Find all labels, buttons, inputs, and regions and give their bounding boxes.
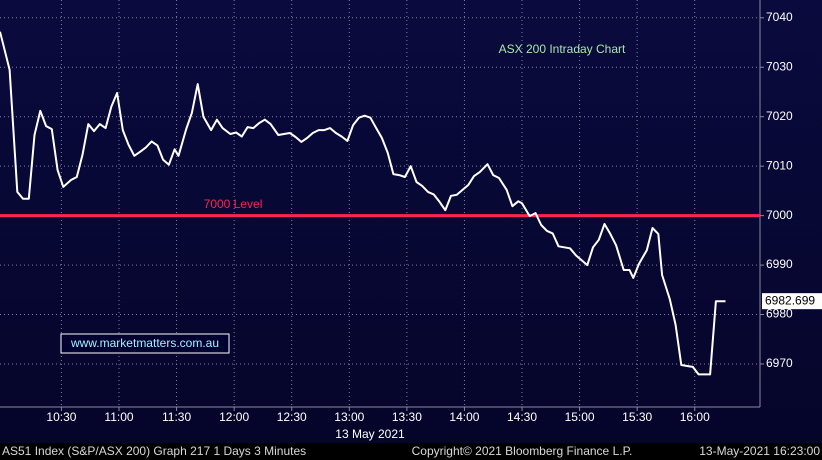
last-price-box [762, 293, 822, 310]
reference-label: 7000 Level [204, 197, 263, 211]
background [0, 0, 822, 443]
footer-right: 13-May-2021 16:23:00 [699, 444, 820, 458]
y-tick-label: 7040 [766, 10, 793, 24]
y-tick-label: 6970 [766, 356, 793, 370]
x-tick-label: 13:30 [392, 410, 422, 424]
price-line [0, 31, 726, 376]
x-tick-label: 14:30 [507, 410, 537, 424]
footer-bar [0, 443, 822, 460]
last-price-label: 6982.699 [765, 293, 815, 307]
y-tick-label: 6990 [766, 257, 793, 271]
x-tick-label: 12:00 [219, 410, 249, 424]
x-tick-label: 16:00 [680, 410, 710, 424]
x-tick-label: 15:30 [622, 410, 652, 424]
y-tick-label: 7010 [766, 158, 793, 172]
x-tick-label: 15:00 [565, 410, 595, 424]
footer-left: AS51 Index (S&P/ASX 200) Graph 217 1 Day… [2, 444, 306, 458]
x-tick-label: 13:00 [334, 410, 364, 424]
y-tick-label: 7020 [766, 109, 793, 123]
x-tick-label: 14:00 [449, 410, 479, 424]
chart-title: ASX 200 Intraday Chart [499, 42, 626, 56]
footer-center: Copyright© 2021 Bloomberg Finance L.P. [412, 444, 633, 458]
date-label: 13 May 2021 [335, 427, 405, 441]
x-tick-label: 11:30 [162, 410, 191, 424]
watermark: www.marketmatters.com.au [70, 336, 219, 350]
y-tick-label: 7030 [766, 59, 793, 73]
x-tick-label: 12:30 [277, 410, 307, 424]
y-tick-label: 6980 [766, 307, 793, 321]
x-tick-label: 11:00 [104, 410, 133, 424]
x-tick-label: 10:30 [46, 410, 76, 424]
y-tick-label: 7000 [766, 208, 793, 222]
watermark-box [60, 333, 230, 354]
